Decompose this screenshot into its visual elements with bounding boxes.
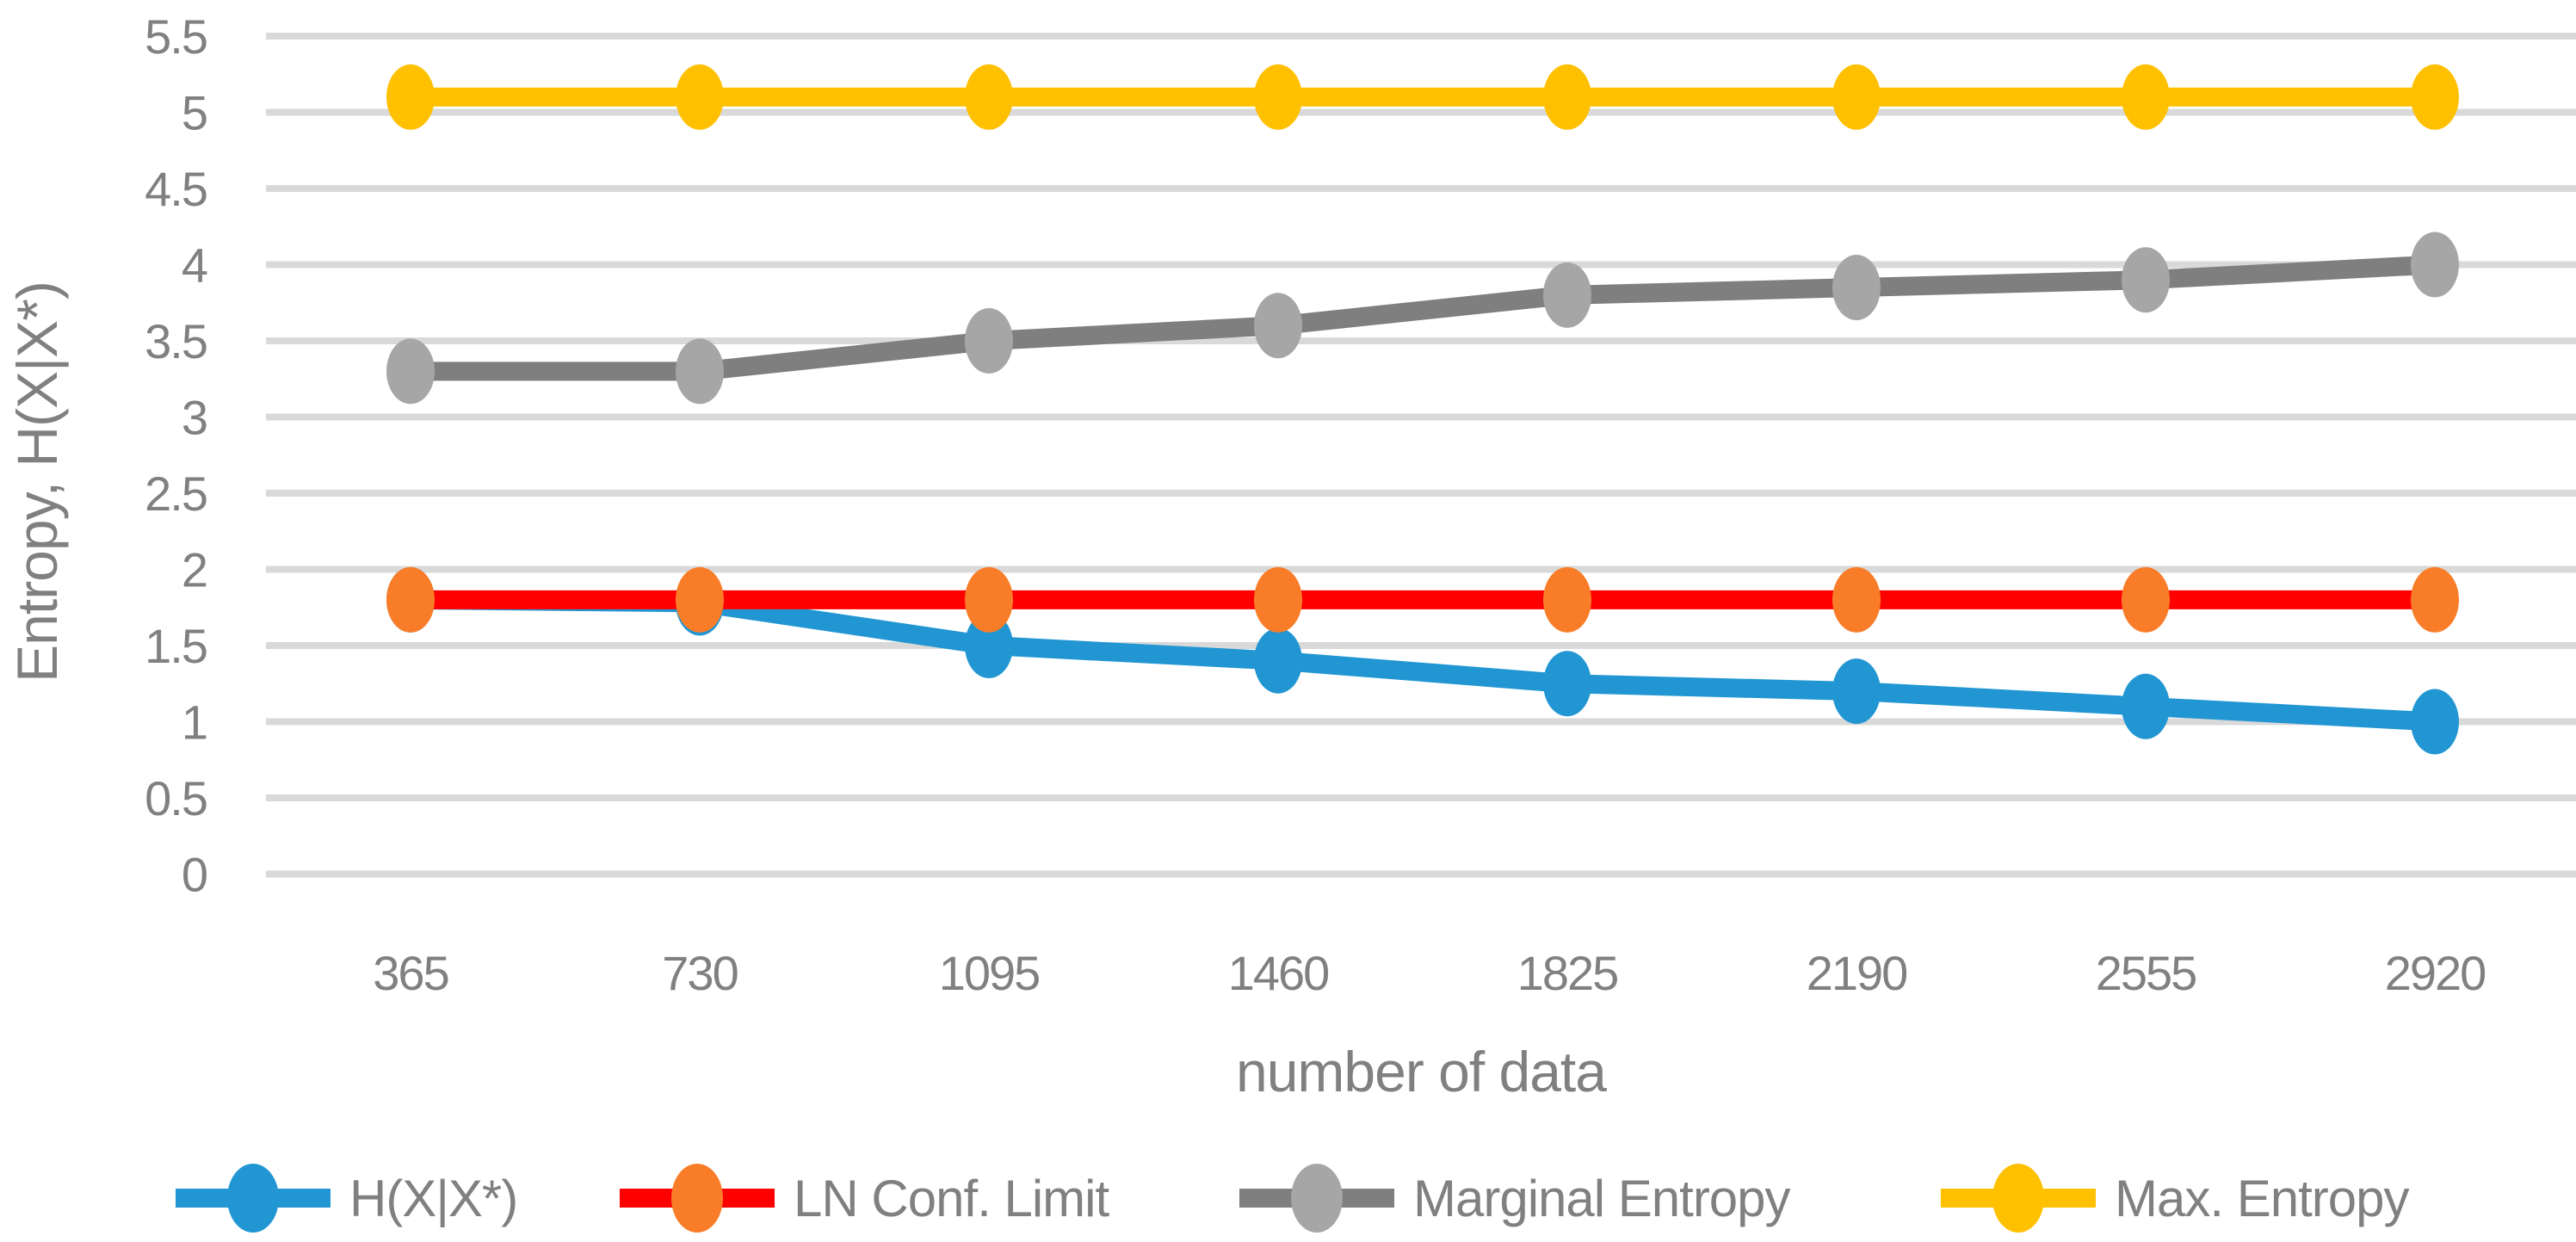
legend-label: Max. Entropy xyxy=(2115,1170,2409,1227)
data-point-marker xyxy=(965,613,1013,678)
data-point-marker xyxy=(965,566,1013,633)
y-tick-label: 1.5 xyxy=(145,619,207,673)
x-tick-label: 1095 xyxy=(939,946,1040,1000)
data-point-marker xyxy=(2411,64,2459,130)
data-point-marker xyxy=(2122,566,2170,633)
data-point-marker xyxy=(676,64,724,130)
data-point-marker xyxy=(965,64,1013,130)
data-point-marker xyxy=(2411,232,2459,298)
data-point-marker xyxy=(2411,566,2459,633)
y-tick-label: 0.5 xyxy=(145,771,207,825)
legend-item: Max. Entropy xyxy=(1941,1164,2410,1233)
y-tick-label: 1 xyxy=(182,695,207,750)
y-axis-title: Entropy, H(X|X*) xyxy=(5,281,69,683)
legend-label: H(X|X*) xyxy=(349,1170,517,1227)
x-tick-labels: 365 730 1095 1460 1825 2190 2555 2920 xyxy=(373,946,2486,1000)
data-point-marker xyxy=(1254,64,1302,130)
data-point-marker xyxy=(1543,651,1591,717)
legend-label: Marginal Entropy xyxy=(1413,1170,1791,1227)
y-tick-label: 2 xyxy=(182,543,207,597)
legend-marker-dot xyxy=(1992,1164,2044,1233)
data-point-marker xyxy=(1832,566,1881,633)
y-tick-label: 5.5 xyxy=(145,9,207,64)
x-tick-label: 2190 xyxy=(1807,946,1907,1000)
y-tick-label: 0 xyxy=(182,848,207,902)
legend-marker-dot xyxy=(227,1164,279,1233)
data-point-marker xyxy=(386,338,435,405)
series-group xyxy=(386,64,2459,755)
x-tick-label: 365 xyxy=(373,946,448,1000)
data-point-marker xyxy=(1543,262,1591,328)
data-point-marker xyxy=(1543,566,1591,633)
gridlines xyxy=(266,33,2576,878)
data-point-marker xyxy=(386,566,435,633)
y-tick-label: 4 xyxy=(182,238,207,293)
data-point-marker xyxy=(2122,673,2170,739)
y-tick-label: 4.5 xyxy=(145,162,207,216)
x-tick-label: 1825 xyxy=(1517,946,1618,1000)
data-point-marker xyxy=(965,308,1013,374)
x-tick-label: 730 xyxy=(662,946,737,1000)
legend-item: LN Conf. Limit xyxy=(620,1164,1110,1233)
series-line xyxy=(410,590,2436,732)
data-point-marker xyxy=(1254,566,1302,633)
data-point-marker xyxy=(676,338,724,405)
legend-label: LN Conf. Limit xyxy=(794,1170,1109,1227)
legend-item: H(X|X*) xyxy=(176,1164,518,1233)
legend: H(X|X*) LN Conf. Limit Marginal Entropy Max… xyxy=(176,1164,2410,1233)
data-point-marker xyxy=(1832,64,1881,130)
data-point-marker xyxy=(1832,658,1881,725)
x-tick-label: 2555 xyxy=(2096,946,2196,1000)
y-tick-label: 3 xyxy=(182,391,207,445)
legend-marker-dot xyxy=(671,1164,723,1233)
data-point-marker xyxy=(1254,293,1302,359)
data-point-marker xyxy=(386,64,435,130)
y-tick-labels: 0 0.5 1 1.5 2 2.5 3 3.5 4 4.5 5 5.5 xyxy=(145,9,209,902)
series-line xyxy=(411,255,2436,381)
data-point-marker xyxy=(676,566,724,633)
data-point-marker xyxy=(1254,627,1302,694)
y-tick-label: 3.5 xyxy=(145,314,207,368)
x-axis-title: number of data xyxy=(1236,1040,1607,1103)
data-point-marker xyxy=(1832,255,1881,321)
y-tick-label: 2.5 xyxy=(145,467,207,521)
y-tick-label: 5 xyxy=(182,86,207,140)
data-point-marker xyxy=(1543,64,1591,130)
legend-marker-dot xyxy=(1291,1164,1343,1233)
x-tick-label: 2920 xyxy=(2385,946,2486,1000)
legend-item: Marginal Entropy xyxy=(1239,1164,1792,1233)
data-point-marker xyxy=(2411,689,2459,755)
data-point-marker xyxy=(2122,247,2170,313)
x-tick-label: 1460 xyxy=(1228,946,1329,1000)
data-point-marker xyxy=(2122,64,2170,130)
